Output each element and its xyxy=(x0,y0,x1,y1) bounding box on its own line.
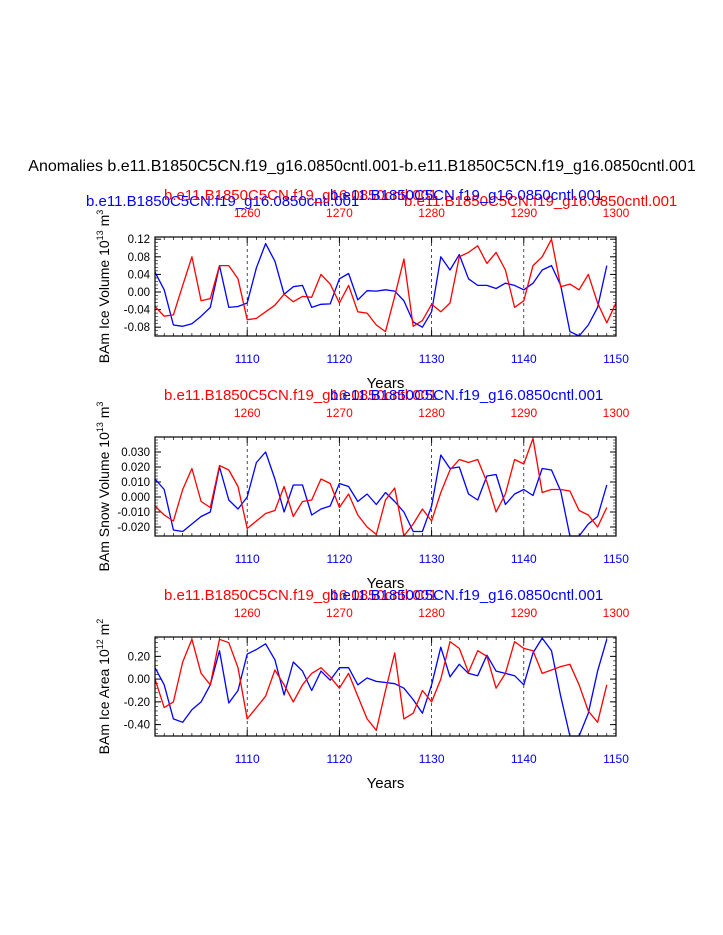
series-line-red xyxy=(154,638,608,731)
x-tick-label: 1130 xyxy=(419,552,445,566)
y-tick-label: 0.030 xyxy=(121,447,150,459)
top-title-blue: b.e11.B1850C5CN.f19_g16.0850cntl.001 xyxy=(330,587,603,604)
x-tick-label: 1120 xyxy=(326,752,352,766)
y-axis-label-part: m xyxy=(96,624,112,640)
x-axis-label: Years xyxy=(367,375,405,392)
y-tick-label: -0.08 xyxy=(124,322,150,334)
y-tick-label: 0.00 xyxy=(128,287,150,299)
x-top-tick-label: 1300 xyxy=(603,606,630,620)
y-tick-label: 0.04 xyxy=(128,269,151,281)
plot-frame xyxy=(154,436,617,537)
top-title-red: b.e11.B1850C5CN.f19_g16.0850cntl.001 xyxy=(164,587,437,604)
x-top-tick-label: 1280 xyxy=(418,606,445,620)
x-tick-label: 1110 xyxy=(235,352,260,366)
x-top-tick-label: 1280 xyxy=(418,206,445,220)
y-axis-label: BAm Ice Volume 1013 m3 xyxy=(95,210,112,364)
x-top-tick-label: 1300 xyxy=(603,406,630,420)
top-title-blue: b.e11.B1850C5CN.f19_g16.0850cntl.001 xyxy=(330,187,603,204)
y-tick-label: 0.000 xyxy=(121,492,150,504)
x-tick-label: 1140 xyxy=(511,552,537,566)
y-tick-label: -0.40 xyxy=(124,720,150,732)
x-top-tick-label: 1270 xyxy=(326,206,353,220)
x-axis-label: Years xyxy=(367,775,405,792)
y-tick-label: 0.020 xyxy=(121,462,150,474)
y-tick-label: 0.08 xyxy=(128,252,150,264)
plot-frame xyxy=(154,236,617,337)
y-tick-label: -0.20 xyxy=(124,697,150,709)
chart-panel-1: 1110 1120 1130 1140 1150 1260 1270 1280 1290 1300… xyxy=(95,187,630,392)
y-axis-label-part: BAm Ice Area 10 xyxy=(96,649,112,754)
x-top-tick-label: 1260 xyxy=(234,606,261,620)
y-axis-label-part: 13 xyxy=(95,230,105,240)
chart-panel-2: 1110 1120 1130 1140 1150 1260 1270 1280 1290 1300… xyxy=(95,387,630,592)
chart-panel-3: 1110 1120 1130 1140 1150 1260 1270 1280 1290 1300… xyxy=(95,587,630,792)
y-axis-label-part: 2 xyxy=(95,619,105,624)
x-tick-label: 1140 xyxy=(511,752,537,766)
y-axis-label-part: BAm Ice Volume 10 xyxy=(96,240,112,363)
series-line-red xyxy=(154,437,608,537)
x-tick-label: 1130 xyxy=(419,352,445,366)
y-tick-label: -0.04 xyxy=(124,305,151,317)
y-tick-label: 0.20 xyxy=(128,651,150,663)
x-top-tick-label: 1290 xyxy=(510,206,537,220)
top-title-blue: b.e11.B1850C5CN.f19_g16.0850cntl.001 xyxy=(330,387,603,404)
x-tick-label: 1120 xyxy=(326,352,352,366)
y-axis-label-part: m xyxy=(96,215,112,231)
series-line-blue xyxy=(154,451,608,537)
y-axis-label: BAm Snow Volume 1013 m3 xyxy=(95,402,112,572)
x-top-tick-label: 1290 xyxy=(510,606,537,620)
legend-red-label: b.e11.B1850C5CN.f19_g16.0850cntl.001 xyxy=(404,193,677,210)
x-top-tick-label: 1260 xyxy=(234,206,261,220)
y-axis-label-part: 13 xyxy=(95,422,105,432)
y-tick-label: 0.010 xyxy=(121,477,150,489)
legend-blue-label: b.e11.B1850C5CN.f19_g16.0850cntl.001 xyxy=(86,193,359,210)
x-top-tick-label: 1290 xyxy=(510,406,537,420)
top-title-red: b.e11.B1850C5CN.f19_g16.0850cntl.001 xyxy=(164,387,437,404)
y-tick-label: -0.020 xyxy=(117,522,150,534)
x-tick-label: 1110 xyxy=(235,752,260,766)
x-tick-label: 1150 xyxy=(603,552,629,566)
y-axis-label-part: BAm Snow Volume 10 xyxy=(96,432,112,572)
series-line-blue xyxy=(154,242,608,337)
main-title: Anomalies b.e11.B1850C5CN.f19_g16.0850cn… xyxy=(28,158,696,175)
x-tick-label: 1150 xyxy=(603,752,629,766)
top-title-red: b.e11.B1850C5CN.f19_g16.0850cntl.001 xyxy=(164,187,437,204)
x-tick-label: 1150 xyxy=(603,352,629,366)
y-axis-label-part: 3 xyxy=(95,402,105,407)
x-top-tick-label: 1270 xyxy=(326,406,353,420)
x-axis-label: Years xyxy=(367,575,405,592)
y-tick-label: 0.00 xyxy=(128,674,150,686)
x-tick-label: 1120 xyxy=(326,552,352,566)
series-line-red xyxy=(154,238,617,333)
series-line-blue xyxy=(154,637,608,737)
y-tick-label: 0.12 xyxy=(128,234,150,246)
x-tick-label: 1130 xyxy=(419,752,445,766)
x-top-tick-label: 1300 xyxy=(603,206,630,220)
plot-frame xyxy=(154,636,617,737)
y-axis-label: BAm Ice Area 1012 m2 xyxy=(95,619,112,755)
x-tick-label: 1140 xyxy=(511,352,537,366)
y-axis-label-part: 3 xyxy=(95,210,105,215)
x-top-tick-label: 1270 xyxy=(326,606,353,620)
y-axis-label-part: m xyxy=(96,407,112,423)
x-tick-label: 1110 xyxy=(235,552,260,566)
y-axis-label-part: 12 xyxy=(95,639,105,649)
x-top-tick-label: 1260 xyxy=(234,406,261,420)
y-tick-label: -0.010 xyxy=(117,507,150,519)
x-top-tick-label: 1280 xyxy=(418,406,445,420)
